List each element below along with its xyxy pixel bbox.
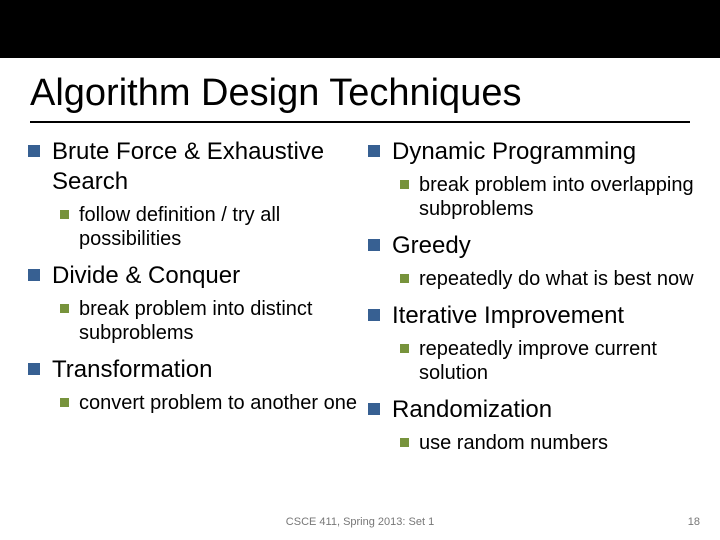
footer-text: CSCE 411, Spring 2013: Set 1 (0, 516, 720, 528)
list-item: break problem into overlapping subproble… (400, 173, 708, 221)
list-item: Randomization (368, 395, 708, 425)
subitem-label: repeatedly do what is best now (419, 267, 694, 291)
sub-list: repeatedly improve current solution (368, 337, 708, 385)
list-item: Iterative Improvement (368, 301, 708, 331)
item-label: Transformation (52, 355, 213, 385)
item-label: Iterative Improvement (392, 301, 624, 331)
list-item: use random numbers (400, 431, 708, 455)
list-item: follow definition / try all possibilitie… (60, 203, 368, 251)
page-number: 18 (688, 516, 700, 528)
list-item: Dynamic Programming (368, 137, 708, 167)
list-item: Divide & Conquer (28, 261, 368, 291)
list-item: convert problem to another one (60, 391, 368, 415)
square-bullet-icon (368, 239, 380, 251)
square-bullet-icon (28, 363, 40, 375)
subitem-label: break problem into overlapping subproble… (419, 173, 708, 221)
top-black-bar (0, 0, 720, 58)
subitem-label: use random numbers (419, 431, 608, 455)
item-label: Greedy (392, 231, 471, 261)
square-bullet-icon (60, 398, 69, 407)
square-bullet-icon (28, 145, 40, 157)
square-bullet-icon (400, 274, 409, 283)
square-bullet-icon (400, 344, 409, 353)
item-label: Dynamic Programming (392, 137, 636, 167)
square-bullet-icon (60, 304, 69, 313)
list-item: repeatedly do what is best now (400, 267, 708, 291)
sub-list: break problem into distinct subproblems (28, 297, 368, 345)
item-label: Brute Force & Exhaustive Search (52, 137, 368, 197)
list-item: break problem into distinct subproblems (60, 297, 368, 345)
item-label: Randomization (392, 395, 552, 425)
sub-list: use random numbers (368, 431, 708, 455)
list-item: Brute Force & Exhaustive Search (28, 137, 368, 197)
right-column: Dynamic Programming break problem into o… (368, 137, 708, 465)
left-column: Brute Force & Exhaustive Search follow d… (28, 137, 368, 465)
square-bullet-icon (60, 210, 69, 219)
slide-title: Algorithm Design Techniques (0, 58, 720, 121)
item-label: Divide & Conquer (52, 261, 240, 291)
subitem-label: convert problem to another one (79, 391, 357, 415)
subitem-label: repeatedly improve current solution (419, 337, 708, 385)
square-bullet-icon (400, 180, 409, 189)
list-item: Transformation (28, 355, 368, 385)
subitem-label: follow definition / try all possibilitie… (79, 203, 368, 251)
sub-list: convert problem to another one (28, 391, 368, 415)
square-bullet-icon (368, 145, 380, 157)
sub-list: repeatedly do what is best now (368, 267, 708, 291)
square-bullet-icon (400, 438, 409, 447)
square-bullet-icon (368, 309, 380, 321)
sub-list: break problem into overlapping subproble… (368, 173, 708, 221)
list-item: repeatedly improve current solution (400, 337, 708, 385)
list-item: Greedy (368, 231, 708, 261)
subitem-label: break problem into distinct subproblems (79, 297, 368, 345)
content-columns: Brute Force & Exhaustive Search follow d… (0, 123, 720, 465)
square-bullet-icon (28, 269, 40, 281)
sub-list: follow definition / try all possibilitie… (28, 203, 368, 251)
square-bullet-icon (368, 403, 380, 415)
